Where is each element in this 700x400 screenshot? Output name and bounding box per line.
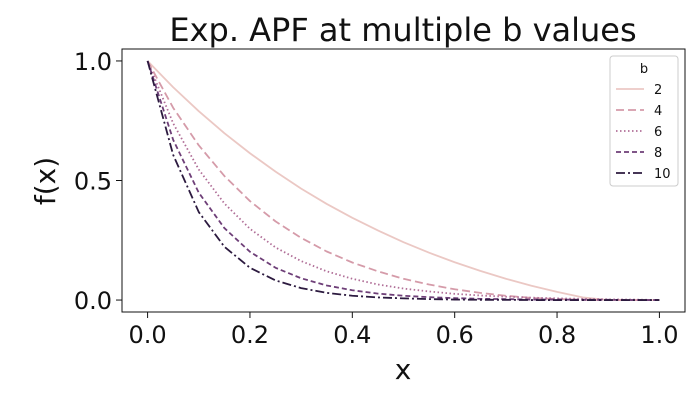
x-tick-label: 0.0	[129, 321, 167, 349]
x-axis-label: x	[395, 353, 412, 386]
legend-title: b	[640, 62, 648, 77]
legend-label-b-6: 6	[654, 125, 662, 140]
series-line-b-10	[146, 60, 660, 301]
x-tick-label: 0.8	[538, 321, 576, 349]
series-lines	[146, 60, 660, 301]
y-tick-label: 1.0	[74, 48, 112, 76]
legend-label-b-8: 8	[654, 146, 662, 161]
legend-label-b-4: 4	[654, 104, 662, 119]
y-tick-label: 0.0	[74, 287, 112, 315]
x-axis-ticks: 0.0 0.2 0.4 0.6 0.8 1.0	[129, 312, 678, 349]
x-tick-label: 1.0	[640, 321, 678, 349]
legend-label-b-2: 2	[654, 83, 662, 98]
series-line-b-6	[146, 60, 660, 301]
series-line-b-2	[146, 60, 660, 301]
legend-items: 2 4 6 8 10	[616, 83, 671, 182]
y-tick-label: 0.5	[74, 168, 112, 196]
y-axis-label: f(x)	[29, 157, 62, 205]
legend-label-b-10: 10	[654, 167, 671, 182]
legend: b 2 4 6 8 10	[609, 55, 679, 187]
x-tick-label: 0.6	[436, 321, 474, 349]
x-tick-label: 0.2	[231, 321, 269, 349]
y-axis-ticks: 0.0 0.5 1.0	[74, 48, 122, 315]
x-tick-label: 0.4	[333, 321, 371, 349]
plot-area-frame	[121, 48, 686, 313]
series-line-b-4	[146, 60, 660, 301]
chart-title: Exp. APF at multiple b values	[169, 11, 636, 49]
series-line-b-8	[146, 60, 660, 301]
